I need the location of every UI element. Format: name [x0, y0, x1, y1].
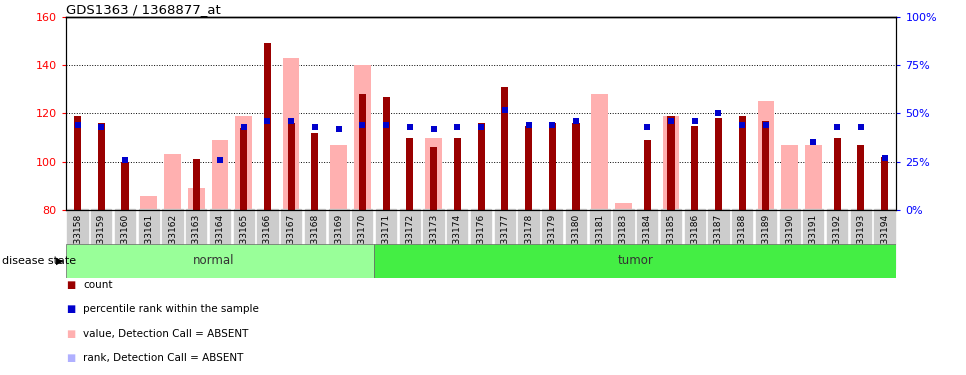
Bar [358, 94, 366, 210]
Bar [236, 116, 252, 210]
Text: GDS1363 / 1368877_at: GDS1363 / 1368877_at [66, 3, 220, 16]
Bar [643, 140, 651, 210]
Bar [383, 96, 389, 210]
Bar [739, 116, 746, 210]
Bar [355, 65, 371, 210]
Bar [288, 123, 295, 210]
Text: ▶: ▶ [56, 256, 64, 266]
Text: percentile rank within the sample: percentile rank within the sample [83, 304, 259, 314]
Bar [691, 126, 698, 210]
Text: ■: ■ [66, 329, 75, 339]
Bar [374, 244, 896, 278]
Bar [762, 121, 770, 210]
Bar [192, 159, 200, 210]
Bar [615, 203, 632, 210]
Bar [425, 138, 441, 210]
Bar [881, 157, 888, 210]
Bar [74, 116, 81, 210]
Bar [573, 123, 580, 210]
Text: disease state: disease state [2, 256, 76, 266]
Bar [591, 94, 608, 210]
Bar [140, 195, 157, 210]
Bar [454, 138, 461, 210]
Bar [330, 145, 347, 210]
Bar [501, 87, 508, 210]
Bar [98, 123, 105, 210]
Bar [668, 116, 674, 210]
Bar [525, 126, 532, 210]
Bar [122, 162, 128, 210]
Bar [164, 154, 181, 210]
Bar [857, 145, 865, 210]
Bar [715, 118, 722, 210]
Text: ■: ■ [66, 353, 75, 363]
Text: rank, Detection Call = ABSENT: rank, Detection Call = ABSENT [83, 353, 243, 363]
Bar [805, 145, 822, 210]
Text: tumor: tumor [617, 254, 653, 267]
Bar [407, 138, 413, 210]
Bar [264, 44, 271, 210]
Bar [757, 101, 774, 210]
Bar [212, 140, 228, 210]
Bar [781, 145, 798, 210]
Bar [241, 128, 247, 210]
Text: normal: normal [193, 254, 235, 267]
Bar [311, 133, 319, 210]
Bar [283, 58, 299, 210]
Bar [663, 116, 679, 210]
Bar [549, 123, 555, 210]
Bar [834, 138, 840, 210]
Text: value, Detection Call = ABSENT: value, Detection Call = ABSENT [83, 329, 248, 339]
Text: count: count [83, 280, 113, 290]
Text: ■: ■ [66, 304, 75, 314]
Bar [188, 188, 205, 210]
Bar [477, 123, 485, 210]
Text: ■: ■ [66, 280, 75, 290]
Bar [430, 147, 438, 210]
Bar [66, 244, 374, 278]
